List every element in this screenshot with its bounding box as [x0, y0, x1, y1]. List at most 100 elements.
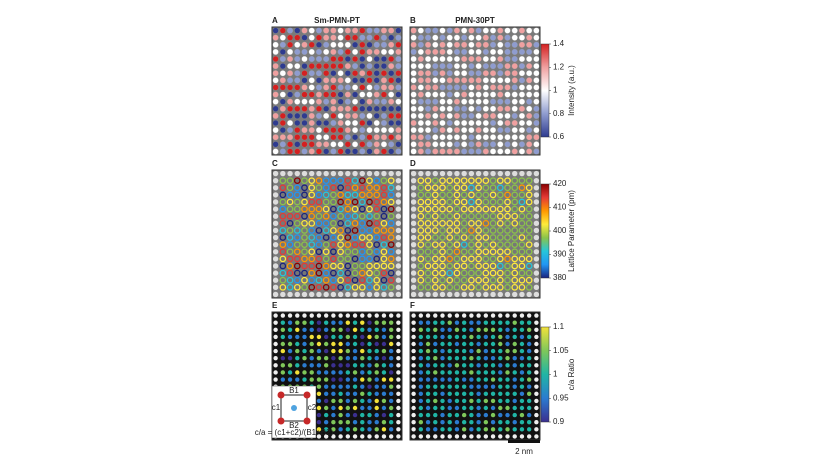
atom	[380, 227, 388, 234]
atom	[461, 170, 467, 177]
atom	[388, 377, 394, 382]
atom	[461, 405, 467, 411]
atom	[367, 384, 372, 389]
atom	[482, 227, 490, 234]
atom	[308, 276, 316, 284]
atom	[279, 48, 286, 55]
atom	[287, 48, 294, 55]
atom	[272, 206, 279, 212]
atom	[534, 427, 539, 432]
atom	[308, 34, 315, 41]
atom	[496, 241, 504, 249]
atom	[352, 91, 359, 98]
atom	[447, 320, 452, 325]
atom	[395, 199, 402, 205]
atom	[358, 269, 366, 277]
atom	[315, 112, 322, 119]
atom	[309, 327, 314, 332]
atom	[330, 291, 337, 298]
atom	[512, 434, 517, 439]
atom	[526, 119, 533, 127]
atom	[526, 434, 532, 439]
atom	[366, 241, 373, 249]
atom	[388, 356, 394, 361]
atom	[387, 205, 395, 213]
atom	[272, 263, 279, 269]
atom	[308, 127, 315, 134]
atom	[504, 105, 511, 112]
atom	[454, 291, 460, 298]
atom	[344, 105, 351, 112]
atom	[360, 420, 365, 425]
atom	[431, 276, 439, 284]
atom	[287, 341, 293, 347]
atom	[388, 427, 394, 432]
atom	[418, 434, 424, 439]
atom	[534, 313, 539, 318]
atom	[468, 41, 475, 48]
atom	[286, 177, 294, 185]
atom	[287, 55, 294, 63]
atom	[344, 241, 352, 249]
atom	[272, 213, 279, 219]
atom	[287, 356, 293, 361]
map-background	[409, 169, 541, 299]
atom	[411, 405, 416, 411]
atom	[489, 283, 497, 291]
atom	[338, 398, 343, 404]
atom	[301, 48, 308, 55]
atom	[453, 48, 460, 55]
atom	[518, 63, 525, 70]
map-background	[271, 169, 403, 299]
atom	[512, 341, 517, 347]
atom	[483, 370, 489, 375]
atom	[424, 255, 432, 263]
atom	[518, 127, 525, 134]
atom	[388, 405, 394, 411]
atom	[454, 348, 460, 354]
atom	[505, 313, 510, 318]
atom	[380, 127, 387, 134]
atom	[410, 98, 417, 105]
atom	[345, 370, 351, 375]
atom	[526, 148, 533, 155]
atom	[454, 370, 460, 375]
atom	[380, 219, 388, 227]
atom	[387, 276, 395, 284]
atom	[490, 427, 496, 432]
atom	[425, 327, 431, 332]
atom	[417, 134, 424, 141]
colorbar-tick-label: 1.1	[553, 322, 565, 331]
atom	[460, 283, 468, 291]
atom	[359, 77, 366, 84]
atom	[279, 41, 286, 48]
atom	[497, 34, 504, 41]
atom	[374, 405, 379, 411]
atom	[417, 34, 424, 41]
atom	[295, 363, 300, 368]
atom	[395, 263, 402, 269]
atom	[272, 70, 279, 77]
atom	[504, 148, 511, 155]
atom	[286, 283, 294, 291]
atom	[461, 105, 468, 112]
atom	[475, 184, 482, 192]
atom	[475, 105, 482, 112]
colorbar	[540, 183, 550, 279]
atom	[315, 241, 323, 249]
atom	[433, 313, 438, 318]
atom	[534, 334, 539, 340]
atom	[518, 134, 525, 141]
atom	[425, 63, 432, 70]
atom	[338, 412, 343, 418]
atom	[518, 212, 526, 220]
atom	[504, 48, 511, 55]
colorbar-tick-label: 390	[553, 250, 567, 259]
atom	[308, 55, 315, 63]
atom	[512, 398, 517, 404]
atom	[323, 70, 330, 77]
atom	[279, 55, 286, 63]
atom	[345, 313, 351, 318]
atom	[374, 363, 379, 368]
atom	[482, 283, 490, 291]
